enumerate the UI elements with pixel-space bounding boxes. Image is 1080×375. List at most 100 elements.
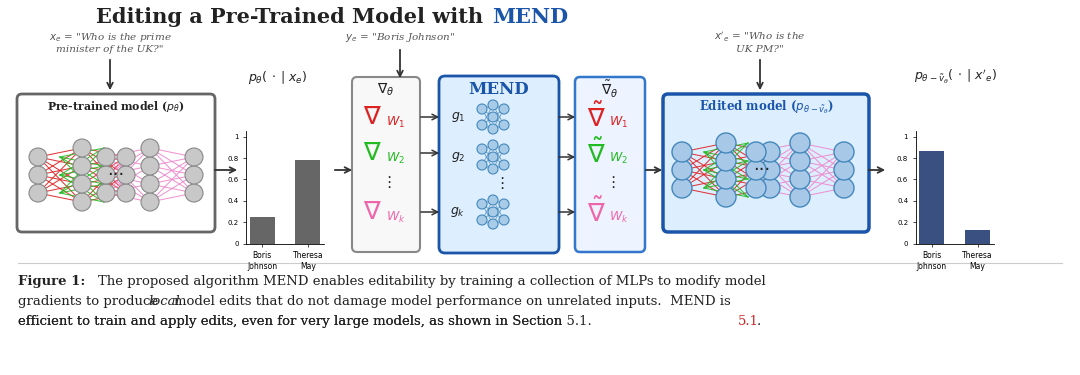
Circle shape (29, 184, 48, 202)
Circle shape (185, 148, 203, 166)
Text: $W_k$: $W_k$ (386, 210, 406, 225)
Text: Edited model ($p_{\theta-\tilde{v}_\theta}$): Edited model ($p_{\theta-\tilde{v}_\thet… (699, 98, 834, 116)
Circle shape (760, 160, 780, 180)
Circle shape (477, 215, 487, 225)
Circle shape (760, 178, 780, 198)
Text: $W_2$: $W_2$ (386, 150, 405, 165)
Circle shape (97, 148, 114, 166)
Text: $\nabla$: $\nabla$ (363, 141, 381, 165)
Circle shape (499, 160, 509, 170)
Circle shape (477, 160, 487, 170)
Text: $y_e$ = "Boris Johnson": $y_e$ = "Boris Johnson" (346, 30, 455, 44)
Text: efficient to train and apply edits, even for very large models, as shown in Sect: efficient to train and apply edits, even… (18, 315, 592, 328)
Text: MEND: MEND (492, 7, 568, 27)
Text: $x_e$ = "Who is the prime: $x_e$ = "Who is the prime (49, 30, 172, 44)
Circle shape (789, 187, 810, 207)
Circle shape (73, 175, 91, 193)
Circle shape (185, 166, 203, 184)
Circle shape (488, 195, 498, 205)
Text: $p_{\theta-\tilde{v}_\theta}(\,\cdot\mid x'_e)$: $p_{\theta-\tilde{v}_\theta}(\,\cdot\mid… (914, 68, 997, 86)
FancyBboxPatch shape (17, 94, 215, 232)
Text: ···: ··· (754, 161, 771, 179)
Text: Figure 1:: Figure 1: (18, 275, 85, 288)
Text: efficient to train and apply edits, even for very large models, as shown in Sect: efficient to train and apply edits, even… (18, 315, 567, 328)
Text: $g_1$: $g_1$ (450, 110, 465, 124)
Circle shape (746, 142, 766, 162)
Bar (249, 217, 274, 244)
Circle shape (73, 139, 91, 157)
Circle shape (499, 120, 509, 130)
Circle shape (488, 152, 498, 162)
Circle shape (477, 199, 487, 209)
FancyBboxPatch shape (352, 77, 420, 252)
Bar (966, 230, 990, 244)
Circle shape (716, 151, 735, 171)
Circle shape (488, 112, 498, 122)
Bar (296, 160, 321, 244)
Circle shape (834, 160, 854, 180)
Circle shape (488, 100, 498, 110)
Circle shape (141, 193, 159, 211)
Circle shape (672, 142, 692, 162)
Bar (919, 150, 944, 244)
Text: $p_\theta(\,\cdot\mid x_e)$: $p_\theta(\,\cdot\mid x_e)$ (248, 69, 308, 86)
Circle shape (488, 219, 498, 229)
Circle shape (29, 148, 48, 166)
Circle shape (488, 207, 498, 217)
Text: $W_1$: $W_1$ (609, 114, 629, 129)
Circle shape (117, 166, 135, 184)
Circle shape (141, 139, 159, 157)
Text: minister of the UK?": minister of the UK?" (56, 45, 164, 54)
Text: .: . (757, 315, 761, 328)
Circle shape (499, 199, 509, 209)
Circle shape (746, 178, 766, 198)
Text: $W_2$: $W_2$ (609, 150, 627, 165)
Circle shape (499, 215, 509, 225)
Circle shape (73, 193, 91, 211)
Text: $\nabla_\theta$: $\nabla_\theta$ (377, 80, 394, 98)
Text: $\tilde{\nabla}$: $\tilde{\nabla}$ (586, 198, 606, 226)
Circle shape (185, 184, 203, 202)
Text: model edits that do not damage model performance on unrelated inputs.  MEND is: model edits that do not damage model per… (174, 295, 731, 308)
Text: $\vdots$: $\vdots$ (381, 174, 391, 190)
Text: The proposed algorithm MEND enables editability by training a collection of MLPs: The proposed algorithm MEND enables edit… (98, 275, 766, 288)
Text: local: local (148, 295, 179, 308)
Circle shape (477, 104, 487, 114)
Circle shape (488, 140, 498, 150)
Circle shape (97, 166, 114, 184)
Circle shape (672, 160, 692, 180)
Circle shape (716, 133, 735, 153)
Text: $W_k$: $W_k$ (609, 210, 629, 225)
Circle shape (488, 124, 498, 134)
Text: $\vdots$: $\vdots$ (494, 175, 504, 191)
Text: $x'_e$ = "Who is the: $x'_e$ = "Who is the (714, 30, 806, 44)
Circle shape (29, 166, 48, 184)
FancyBboxPatch shape (663, 94, 869, 232)
Circle shape (716, 187, 735, 207)
Text: $g_k$: $g_k$ (450, 205, 465, 219)
Circle shape (477, 120, 487, 130)
Text: $\vdots$: $\vdots$ (605, 174, 616, 190)
Circle shape (834, 178, 854, 198)
Text: UK PM?": UK PM?" (737, 45, 784, 54)
Circle shape (499, 104, 509, 114)
Circle shape (117, 184, 135, 202)
Text: ···: ··· (107, 166, 124, 184)
Circle shape (141, 157, 159, 175)
Circle shape (141, 175, 159, 193)
FancyBboxPatch shape (575, 77, 645, 252)
Text: MEND: MEND (469, 81, 529, 98)
Text: $\tilde{\nabla}_\theta$: $\tilde{\nabla}_\theta$ (602, 78, 619, 99)
Circle shape (716, 169, 735, 189)
Text: Editing a Pre-Trained Model with: Editing a Pre-Trained Model with (96, 7, 490, 27)
Text: $W_1$: $W_1$ (386, 114, 405, 129)
Circle shape (789, 133, 810, 153)
Circle shape (117, 148, 135, 166)
Text: $g_2$: $g_2$ (450, 150, 465, 164)
Circle shape (760, 142, 780, 162)
Text: $\tilde{\nabla}$: $\tilde{\nabla}$ (586, 102, 606, 132)
Circle shape (789, 169, 810, 189)
Circle shape (834, 142, 854, 162)
Circle shape (499, 144, 509, 154)
Text: $\nabla$: $\nabla$ (363, 200, 381, 224)
